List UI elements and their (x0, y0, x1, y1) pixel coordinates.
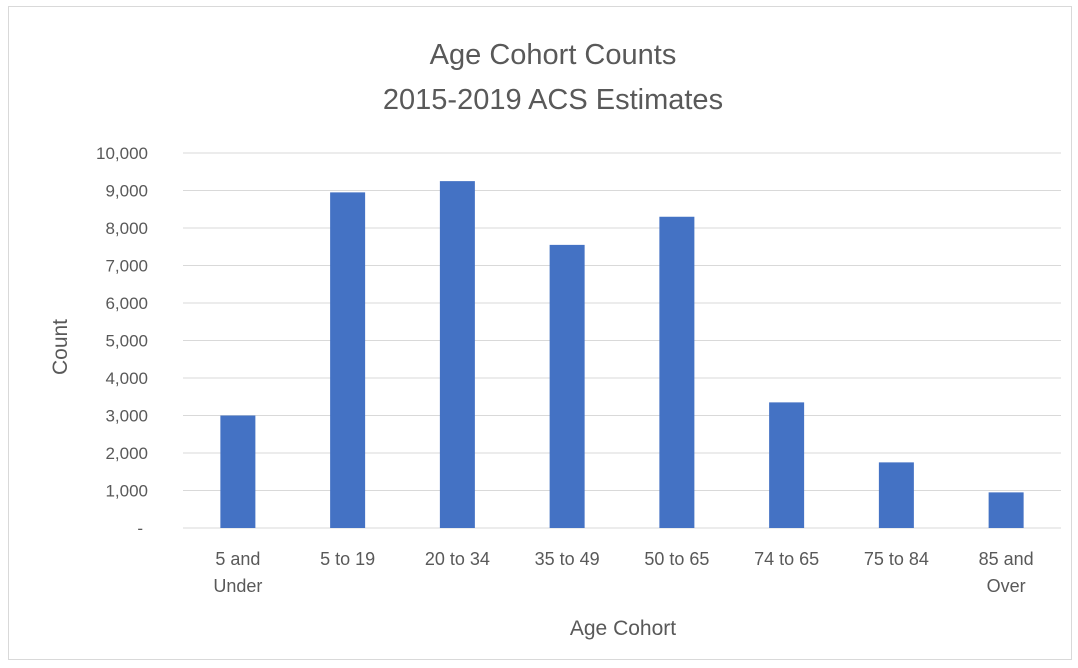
bar (549, 244, 585, 528)
y-tick-label: 8,000 (105, 219, 148, 238)
bar-chart: Age Cohort Counts 2015-2019 ACS Estimate… (49, 39, 1061, 640)
y-tick-label: 2,000 (105, 444, 148, 463)
bar (659, 216, 695, 528)
bar (988, 492, 1024, 528)
y-tick-label: 7,000 (105, 257, 148, 276)
y-tick-label: 5,000 (105, 332, 148, 351)
y-tick-label: 3,000 (105, 407, 148, 426)
x-tick-label: 75 to 84 (864, 549, 929, 569)
bar (439, 181, 475, 528)
x-tick-label: 74 to 65 (754, 549, 819, 569)
x-axis-title: Age Cohort (570, 617, 676, 640)
chart-title: Age Cohort Counts (430, 39, 677, 71)
x-tick-label: 85 and Over (979, 549, 1034, 596)
bars (220, 181, 1024, 528)
y-tick-label: 1,000 (105, 482, 148, 501)
x-axis-ticks: 5 and Under 5 to 19 20 to 34 35 to 49 50 to 6… (213, 549, 1033, 596)
bar (330, 192, 366, 528)
bar (769, 402, 805, 528)
y-tick-label: 9,000 (105, 182, 148, 201)
chart-frame: Age Cohort Counts 2015-2019 ACS Estimate… (8, 6, 1072, 660)
y-axis-title: Count (49, 319, 72, 375)
x-tick-label: 5 to 19 (320, 549, 375, 569)
y-tick-label: 10,000 (96, 144, 148, 163)
gridlines (183, 152, 1061, 529)
bar (878, 462, 914, 528)
y-tick-label: 4,000 (105, 369, 148, 388)
y-tick-label: - (137, 519, 143, 538)
x-tick-label: 20 to 34 (425, 549, 490, 569)
x-tick-label: 50 to 65 (644, 549, 709, 569)
x-tick-label: 35 to 49 (535, 549, 600, 569)
y-tick-label: 6,000 (105, 294, 148, 313)
y-axis-ticks: - 1,000 2,000 3,000 4,000 5,000 6,000 7,000 8,00… (96, 144, 148, 538)
bar (220, 415, 256, 528)
chart-subtitle: 2015-2019 ACS Estimates (383, 84, 723, 116)
x-tick-label: 5 and Under (213, 549, 262, 596)
